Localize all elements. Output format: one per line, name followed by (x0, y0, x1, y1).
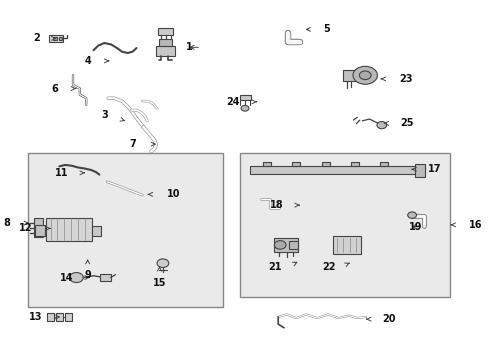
Bar (46, 218, 92, 241)
Circle shape (70, 273, 83, 283)
Circle shape (353, 66, 377, 84)
Bar (92, 226, 101, 235)
Bar (49, 35, 63, 41)
Text: 21: 21 (268, 262, 282, 272)
Text: 13: 13 (29, 312, 42, 322)
Text: 5: 5 (323, 24, 330, 35)
Text: 3: 3 (101, 111, 108, 121)
Bar (35, 225, 45, 235)
Bar (322, 162, 330, 166)
Text: 8: 8 (3, 218, 10, 228)
Bar (351, 162, 359, 166)
Bar (159, 39, 172, 45)
Circle shape (157, 259, 169, 267)
Text: 6: 6 (51, 84, 58, 94)
Bar (415, 164, 425, 177)
Circle shape (408, 212, 416, 219)
Text: 15: 15 (153, 278, 166, 288)
Bar (156, 45, 174, 56)
Bar (47, 314, 54, 320)
Text: 16: 16 (469, 220, 482, 230)
Text: 10: 10 (167, 189, 180, 199)
Bar (158, 28, 173, 35)
Bar (289, 241, 298, 249)
Bar (53, 37, 57, 40)
Text: 11: 11 (54, 168, 68, 178)
Text: 9: 9 (84, 270, 91, 280)
Bar (274, 238, 298, 252)
Bar (240, 153, 450, 297)
Bar (250, 166, 425, 174)
Text: 1: 1 (186, 42, 193, 52)
Text: 4: 4 (84, 56, 91, 66)
Bar (27, 153, 223, 307)
Text: 24: 24 (226, 97, 240, 107)
Text: 18: 18 (270, 200, 283, 210)
Text: 2: 2 (33, 33, 40, 43)
Bar (240, 95, 251, 100)
Circle shape (377, 122, 387, 129)
Text: 19: 19 (409, 222, 422, 231)
Bar (380, 162, 388, 166)
Text: 7: 7 (130, 139, 137, 149)
Text: 23: 23 (399, 74, 413, 84)
Circle shape (241, 105, 249, 111)
Bar (333, 236, 361, 253)
Circle shape (274, 240, 286, 249)
Text: 14: 14 (59, 273, 73, 283)
Text: 22: 22 (322, 262, 335, 272)
Bar (34, 218, 43, 237)
Text: 20: 20 (382, 314, 395, 324)
Text: 25: 25 (400, 118, 414, 128)
Bar (59, 37, 62, 40)
Bar (65, 314, 72, 320)
Bar (343, 70, 356, 81)
Bar (100, 274, 111, 281)
Bar (56, 314, 63, 320)
Text: 12: 12 (19, 224, 32, 233)
Bar (263, 162, 271, 166)
Text: 17: 17 (428, 164, 441, 174)
Circle shape (359, 71, 371, 80)
Bar (293, 162, 300, 166)
